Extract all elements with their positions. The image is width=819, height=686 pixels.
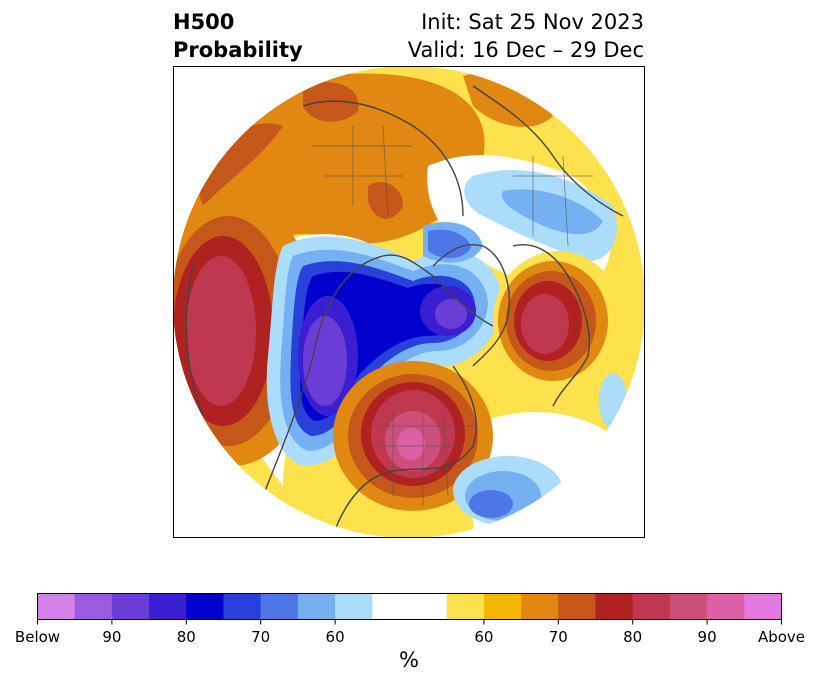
colorbar-segment <box>632 593 671 620</box>
colorbar-segment <box>186 593 224 620</box>
colorbar-segment <box>558 593 596 620</box>
map-title-left: H500 Probability <box>173 8 303 64</box>
colorbar-tick-label: Below <box>14 628 61 646</box>
colorbar-segment <box>409 593 448 620</box>
colorbar-unit: % <box>399 648 419 672</box>
colorbar-tick-label: 90 <box>102 628 122 646</box>
colorbar-segment <box>37 593 76 620</box>
colorbar-segment <box>707 593 745 620</box>
colorbar-segment <box>446 593 485 620</box>
map-frame <box>173 66 645 538</box>
colorbar-tick-label: 60 <box>474 628 494 646</box>
title-type: Probability <box>173 38 303 62</box>
colorbar <box>37 593 782 625</box>
colorbar-tick-label: 70 <box>251 628 271 646</box>
colorbar-tick-label: Above <box>757 628 806 646</box>
coastlines <box>185 85 624 537</box>
title-init-date: Init: Sat 25 Nov 2023 <box>421 10 644 34</box>
map-title-right: Init: Sat 25 Nov 2023 Valid: 16 Dec – 29… <box>408 8 644 64</box>
colorbar-segment <box>372 593 410 620</box>
colorbar-segment <box>744 593 782 620</box>
colorbar-tick-label: 80 <box>623 628 643 646</box>
probability-map <box>173 66 645 538</box>
title-variable: H500 <box>173 10 235 34</box>
colorbar-segment <box>149 593 187 620</box>
colorbar-segment <box>223 593 262 620</box>
colorbar-segment <box>483 593 522 620</box>
colorbar-segment <box>595 593 634 620</box>
colorbar-segment <box>297 593 336 620</box>
colorbar-tick-label: 70 <box>548 628 568 646</box>
map-fill <box>173 66 645 538</box>
colorbar-frame <box>37 593 782 620</box>
title-valid-range: Valid: 16 Dec – 29 Dec <box>407 38 644 62</box>
colorbar-segment <box>260 593 299 620</box>
colorbar-tick-label: 60 <box>325 628 345 646</box>
colorbar-tick-label: 90 <box>697 628 717 646</box>
colorbar-segment <box>669 593 708 620</box>
colorbar-segment <box>74 593 113 620</box>
colorbar-segment <box>111 593 150 620</box>
colorbar-tick-label: 80 <box>176 628 196 646</box>
colorbar-segment <box>335 593 373 620</box>
colorbar-segment <box>521 593 559 620</box>
